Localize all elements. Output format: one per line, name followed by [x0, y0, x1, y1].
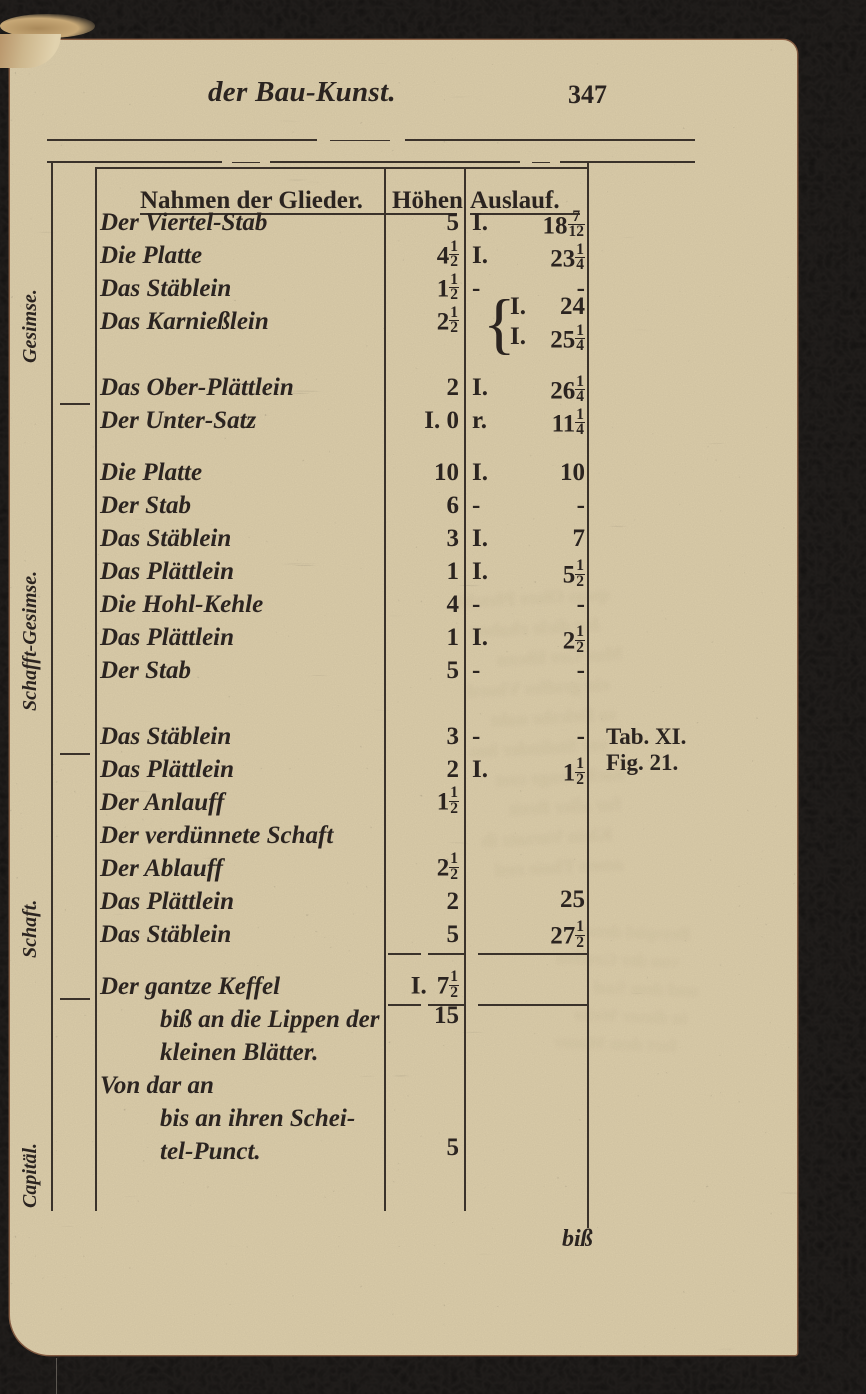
svg-text:und dem Saal: und dem Saal — [593, 977, 699, 1001]
svg-text:von der Groffen: von der Groffen — [556, 947, 680, 971]
svg-text:Beyspiel dessen: Beyspiel dessen — [571, 920, 690, 944]
svg-text:fort dem Mauer: fort dem Mauer — [553, 1031, 677, 1055]
svg-text:in dieser Weite: in dieser Weite — [574, 1004, 688, 1028]
svg-text:amen Thoie resl: amen Thoie resl — [494, 854, 624, 882]
svg-text:fur aller Breit: fur aller Breit — [508, 794, 621, 821]
svg-text:Klein Vorsatz ib: Klein Vorsatz ib — [481, 824, 613, 852]
